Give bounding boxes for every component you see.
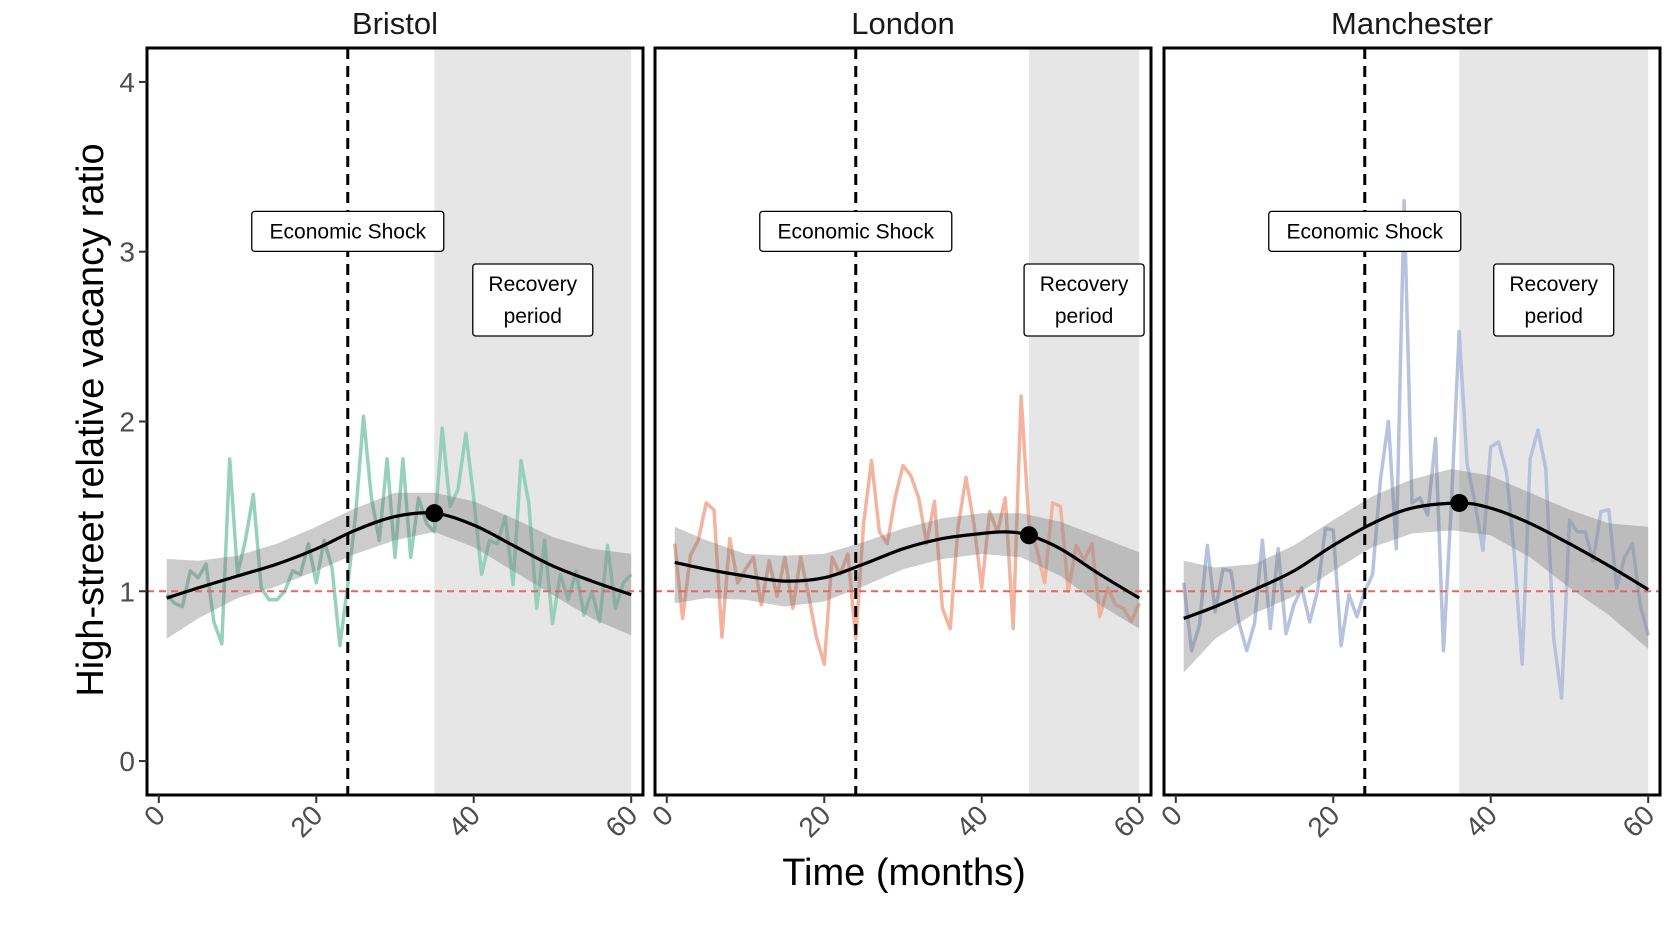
peak-point — [425, 504, 444, 523]
panel-border — [1162, 46, 1662, 797]
x-tick-label: 0 — [1155, 799, 1188, 832]
recovery-label-text: Recovery — [488, 273, 577, 296]
recovery-label-box — [472, 263, 594, 337]
x-axis-title: Time (months) — [782, 852, 1026, 894]
shock-label-box — [1268, 210, 1462, 253]
confidence-band — [166, 492, 632, 639]
peak-point — [1019, 526, 1038, 545]
x-tick-label: 0 — [646, 799, 679, 832]
x-tick-label: 40 — [950, 799, 994, 843]
series-line — [1181, 199, 1650, 700]
x-tick-label: 60 — [1616, 799, 1660, 843]
shock-label-text: Economic Shock — [270, 220, 427, 243]
shock-label: Economic Shock — [251, 210, 445, 253]
recovery-label-text: period — [1055, 305, 1113, 328]
shock-label-box — [759, 210, 953, 253]
shock-label-text: Economic Shock — [778, 220, 935, 243]
y-tick-label: 1 — [119, 576, 135, 607]
shock-label: Economic Shock — [759, 210, 953, 253]
panel-london: London Economic Shock Recovery period 0 20 40 6… — [646, 6, 1153, 843]
y-axis: 0 1 2 3 4 — [119, 67, 147, 777]
y-tick-label: 0 — [119, 746, 135, 777]
x-tick-label: 20 — [1302, 799, 1346, 843]
series-line — [165, 414, 633, 648]
y-tick-label: 4 — [119, 67, 135, 98]
recovery-label-text: Recovery — [1040, 273, 1129, 296]
confidence-band — [1183, 469, 1649, 673]
x-tick-label: 20 — [793, 799, 837, 843]
recovery-label: Recovery period — [1493, 263, 1615, 337]
x-tick-label: 0 — [138, 799, 171, 832]
peak-point — [1450, 493, 1469, 512]
y-axis-title: High-street relative vacancy ratio — [70, 143, 112, 696]
x-tick-label: 60 — [599, 799, 643, 843]
y-tick-label: 3 — [119, 237, 135, 268]
recovery-label-text: period — [504, 305, 562, 328]
panel-title: Bristol — [352, 6, 438, 41]
confidence-band — [674, 513, 1140, 629]
recovery-label-box — [1023, 263, 1145, 337]
panel-title: London — [851, 6, 954, 41]
panel-title: Manchester — [1331, 6, 1493, 41]
shock-label-text: Economic Shock — [1287, 220, 1444, 243]
recovery-period-region — [1028, 48, 1140, 795]
facet-panels: Bristol Economic Shock Recovery period 0 20 40… — [138, 6, 1662, 843]
shock-label: Economic Shock — [1268, 210, 1462, 253]
recovery-label-text: period — [1525, 305, 1583, 328]
recovery-label-text: Recovery — [1509, 273, 1598, 296]
trend-line — [674, 530, 1141, 600]
recovery-label-box — [1493, 263, 1615, 337]
x-tick-label: 40 — [442, 799, 486, 843]
x-tick-label: 60 — [1107, 799, 1151, 843]
recovery-label: Recovery period — [1023, 263, 1145, 337]
trend-line — [1183, 501, 1650, 620]
recovery-label: Recovery period — [472, 263, 594, 337]
x-tick-label: 40 — [1459, 799, 1503, 843]
panel-bristol: Bristol Economic Shock Recovery period 0 20 40… — [138, 6, 645, 843]
shock-label-box — [251, 210, 445, 253]
series-line — [672, 394, 1141, 667]
panel-border — [653, 46, 1153, 797]
recovery-period-region — [434, 48, 632, 795]
panel-manchester: Manchester Economic Shock Recovery period 0 2… — [1155, 6, 1662, 843]
recovery-period-region — [1459, 48, 1649, 795]
y-tick-label: 2 — [119, 407, 135, 438]
x-tick-label: 20 — [285, 799, 329, 843]
trend-line — [166, 511, 632, 600]
